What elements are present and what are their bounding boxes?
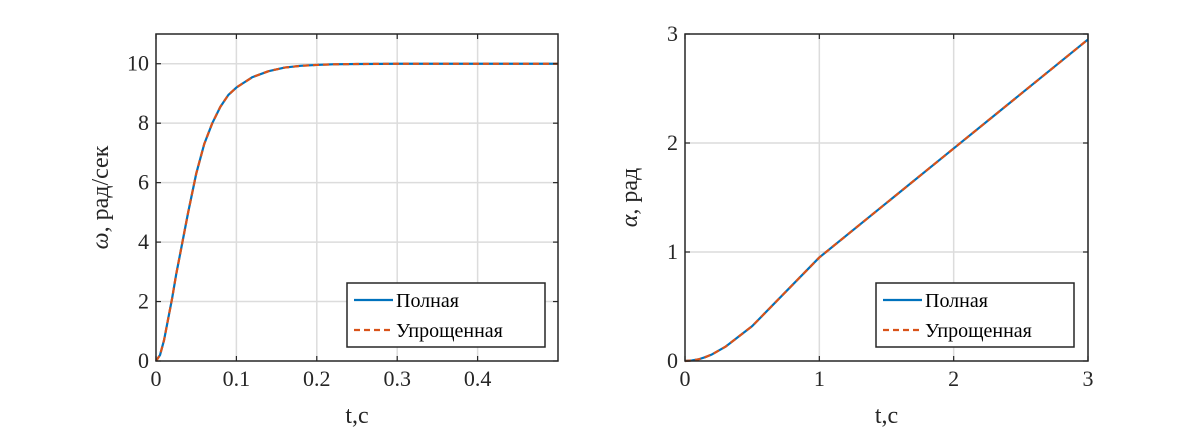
chart1-ylabel: ω, рад/сек [88,145,114,249]
chart1-ylabel-text: , рад/сек [88,145,114,232]
chart2-series-2-line [684,38,1089,363]
chart1-ytick-label: 0 [138,348,149,373]
chart1-xtick-label: 0.3 [383,366,411,391]
chart1-legend-label-1: Полная [396,290,459,312]
chart1-axes-box [155,33,559,362]
chart2-xtick-label: 2 [948,366,959,391]
chart1-ytick-label: 6 [138,170,149,195]
chart1-ytick-label: 2 [138,289,149,314]
chart1-legend-box [346,282,546,348]
chart2: 0 1 2 3 0 1 2 3 t,c α, рад Полная Упрощенная [617,21,1094,429]
chart1-ytick-label: 8 [138,110,149,135]
chart2-xtick-label: 1 [814,366,825,391]
chart1: 0 0.1 0.2 0.3 0.4 0 2 4 6 8 10 t,c ω, рад/сек Полная У… [88,33,559,429]
chart1-legend: Полная Упрощенная [346,282,546,348]
chart2-ytick-label: 2 [667,130,678,155]
chart1-xtick-label: 0.2 [303,366,331,391]
chart2-legend-label-1: Полная [925,290,988,312]
chart2-ytick-label: 3 [667,21,678,46]
chart1-xtick-label: 0.1 [223,366,251,391]
chart2-xtick-label: 0 [680,366,691,391]
chart2-legend-label-2: Упрощенная [925,320,1032,342]
chart2-legend: Полная Упрощенная [875,282,1075,348]
chart1-ylabel-symbol: ω [88,232,114,249]
chart2-ytick-label: 1 [667,239,678,264]
chart1-xtick-label: 0 [151,366,162,391]
chart2-xlabel: t,c [875,403,898,429]
chart2-ylabel-text: , рад [617,168,643,215]
chart2-ylabel-symbol: α [617,214,643,227]
chart1-xlabel: t,c [345,403,368,429]
chart1-legend-label-2: Упрощенная [396,320,503,342]
chart1-xtick-label: 0.4 [464,366,492,391]
chart1-ytick-label: 10 [127,51,149,76]
chart2-axes-box [684,33,1089,362]
chart2-xtick-label: 3 [1083,366,1094,391]
chart2-ytick-label: 0 [667,348,678,373]
chart1-series-2-line [155,62,558,362]
chart1-ytick-label: 4 [138,229,149,254]
chart2-ylabel: α, рад [617,168,643,227]
chart2-legend-box [875,282,1075,348]
